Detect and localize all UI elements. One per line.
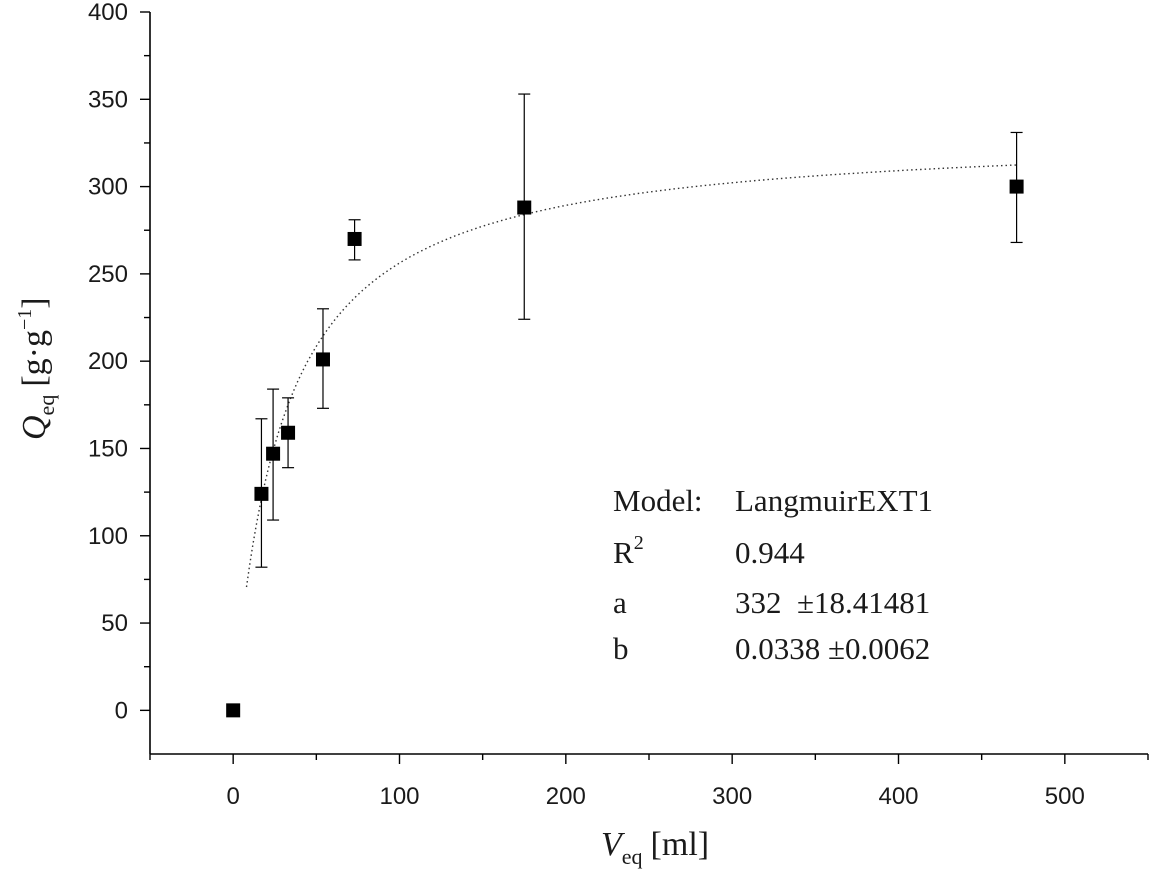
data-point (347, 231, 362, 246)
data-point (281, 425, 296, 440)
x-tick-label: 100 (379, 783, 419, 810)
x-tick-label: 0 (226, 783, 239, 810)
fit-curve (245, 164, 1017, 588)
data-point (315, 352, 330, 367)
y-tick-label: 400 (88, 0, 128, 26)
data-point (266, 446, 281, 461)
axes: 0 50 100 150 200 250 300 350 400 0 100 200 300 400 500 (88, 0, 1149, 810)
fit-b-value: 0.0338 ±0.0062 (735, 631, 930, 666)
data-point (254, 486, 269, 501)
x-tick-label: 400 (878, 783, 918, 810)
y-tick-label: 150 (88, 435, 128, 462)
y-tick-label: 300 (88, 174, 128, 201)
y-tick-label: 200 (88, 348, 128, 375)
fit-a-label: a (613, 585, 627, 620)
y-tick-label: 0 (115, 697, 128, 724)
fit-a-value: 332 ±18.41481 (735, 585, 930, 620)
y-tick-label: 350 (88, 86, 128, 113)
x-tick-label: 300 (712, 783, 752, 810)
data-point (226, 703, 241, 718)
x-axis-title: Veq [ml] (601, 826, 709, 869)
fit-curve-layer (245, 164, 1017, 588)
y-tick-label: 250 (88, 261, 128, 288)
y-axis-title: Qeq[g·g−1] (14, 297, 59, 440)
fit-r2-label: R2 (613, 532, 644, 570)
data-point (517, 200, 532, 215)
fit-parameters-box: Model: LangmuirEXT1 R2 0.944 a 332 ±18.4… (613, 483, 933, 666)
y-tick-label: 100 (88, 523, 128, 550)
fit-b-label: b (613, 631, 629, 666)
fit-model-name: LangmuirEXT1 (735, 483, 933, 518)
data-points (226, 179, 1024, 718)
fit-model-label: Model: (613, 483, 703, 518)
fit-r2-value: 0.944 (735, 535, 805, 570)
x-tick-label: 200 (546, 783, 586, 810)
y-tick-label: 50 (101, 610, 128, 637)
x-tick-label: 500 (1045, 783, 1085, 810)
data-point (1009, 179, 1024, 194)
